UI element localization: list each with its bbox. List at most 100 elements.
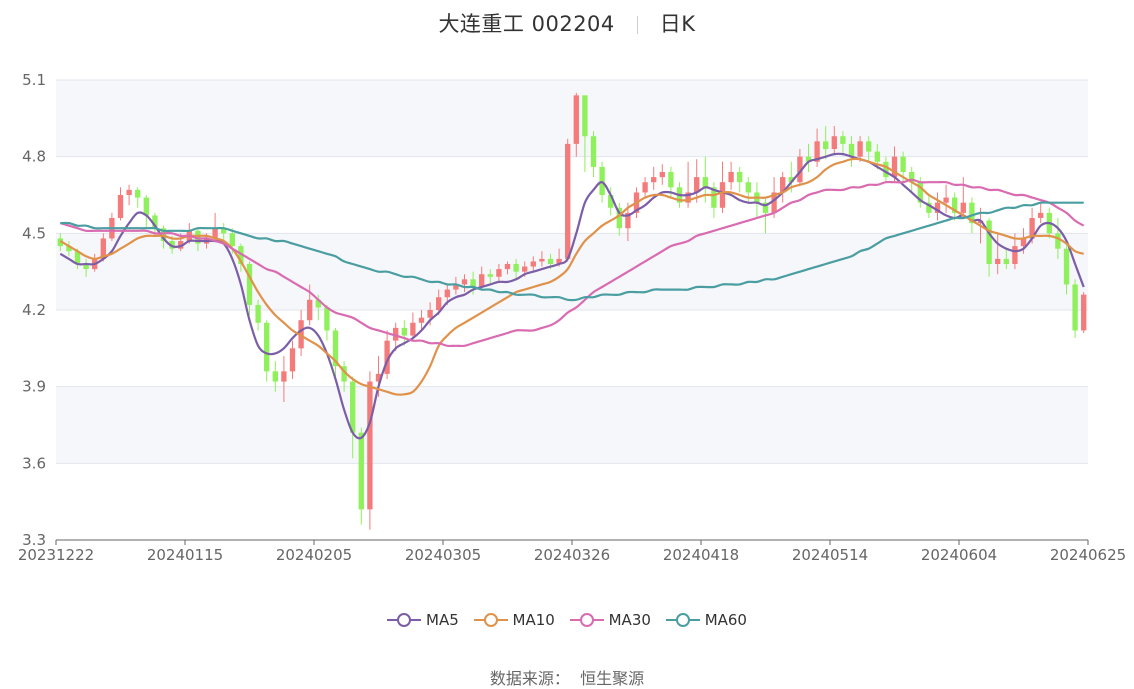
candle: [341, 361, 347, 392]
y-tick-label: 3.6: [22, 454, 46, 472]
candle: [212, 212, 218, 241]
candle: [1038, 202, 1044, 224]
legend: MA5 MA10 MA30 MA60: [0, 611, 1134, 632]
candle: [83, 258, 89, 277]
candle: [1081, 292, 1087, 333]
candle: [393, 322, 399, 351]
candle: [1063, 243, 1070, 295]
legend-item-ma30[interactable]: MA30: [569, 611, 651, 629]
stock-name: 大连重工 002204: [438, 12, 615, 36]
candle: [530, 256, 536, 272]
source-label: 数据来源：: [489, 669, 570, 688]
candle: [943, 184, 949, 213]
y-tick-label: 3.9: [22, 378, 46, 396]
candle: [272, 361, 278, 392]
candle: [117, 187, 124, 221]
ma10-legend-icon: [473, 613, 508, 627]
candle: [358, 427, 364, 525]
legend-item-ma10[interactable]: MA10: [473, 611, 555, 629]
x-tick-label: 20240514: [792, 546, 868, 564]
candle: [401, 320, 407, 346]
chart-title: 大连重工 002204 日K: [0, 8, 1134, 38]
x-axis: 20231222 20240115 20240205 20240305 20240326…: [18, 539, 1126, 564]
candle: [771, 177, 777, 218]
chart-bands: [56, 80, 1088, 464]
candle: [143, 195, 149, 229]
candle: [848, 136, 855, 167]
legend-item-ma60[interactable]: MA60: [665, 611, 747, 629]
grid-band: [56, 386, 1088, 464]
candle: [513, 258, 519, 280]
ma-line-ma30: [59, 178, 1085, 348]
candle: [418, 310, 425, 331]
ma-lines: [59, 152, 1085, 440]
candle: [479, 266, 485, 290]
candle: [109, 212, 115, 241]
candle: [780, 172, 786, 203]
legend-item-ma5[interactable]: MA5: [387, 611, 459, 629]
candle: [737, 166, 743, 193]
candle: [367, 371, 373, 530]
candles: [57, 92, 1087, 530]
candle: [797, 149, 803, 185]
y-tick-label: 4.8: [22, 148, 46, 166]
candle: [934, 192, 941, 221]
candle: [711, 182, 717, 218]
candle: [831, 126, 837, 155]
candle: [565, 138, 571, 262]
candle: [246, 261, 253, 316]
candle: [504, 261, 511, 275]
candle: [324, 304, 330, 341]
candle: [823, 126, 829, 160]
y-tick-label: 3.3: [22, 531, 46, 549]
ma-line-ma60: [60, 201, 1084, 302]
candle: [298, 310, 304, 356]
candle: [840, 131, 846, 155]
candle: [866, 136, 872, 162]
candle: [436, 289, 442, 316]
candlestick-chart: 3.3 3.6 3.9 4.2 4.5 4.8 5.1 20231222 20240115 20…: [18, 71, 1126, 564]
candle: [487, 269, 493, 285]
candle: [573, 92, 579, 157]
x-tick-label: 20240205: [276, 546, 352, 564]
candle: [616, 202, 622, 236]
ma5-legend-icon: [387, 613, 421, 627]
x-tick-label: 20231222: [18, 546, 94, 564]
candle: [350, 376, 356, 459]
candle: [255, 299, 261, 331]
candle: [754, 182, 760, 218]
candle: [289, 340, 296, 379]
candle: [986, 218, 992, 277]
candle: [642, 177, 648, 198]
candle: [470, 271, 476, 295]
grid-band: [56, 80, 1088, 157]
candle: [694, 159, 700, 203]
legend-label: MA5: [426, 611, 459, 629]
data-source: 数据来源： 恒生聚源: [0, 665, 1134, 689]
candle: [281, 356, 287, 402]
candle: [582, 95, 588, 172]
candle: [1072, 279, 1078, 339]
candle: [995, 233, 1001, 275]
y-tick-label: 5.1: [22, 71, 46, 89]
legend-label: MA10: [512, 611, 555, 629]
candle: [135, 187, 141, 208]
candle: [410, 312, 416, 341]
y-tick-label: 4.5: [22, 224, 46, 242]
y-axis: 3.3 3.6 3.9 4.2 4.5 4.8 5.1: [22, 71, 46, 549]
candle: [66, 241, 72, 257]
candle: [608, 187, 614, 216]
candle: [651, 166, 657, 190]
candle: [461, 274, 468, 293]
candle: [195, 228, 201, 252]
chart-grid: [56, 79, 1088, 464]
candle: [926, 195, 932, 218]
x-tick-label: 20240625: [1050, 546, 1126, 564]
ma60-legend-icon: [665, 613, 700, 627]
y-tick-label: 4.2: [22, 301, 46, 319]
legend-label: MA30: [608, 611, 651, 629]
candle: [496, 264, 502, 282]
x-tick-label: 20240604: [921, 546, 997, 564]
period-label: 日K: [659, 12, 696, 36]
candle: [453, 276, 459, 295]
